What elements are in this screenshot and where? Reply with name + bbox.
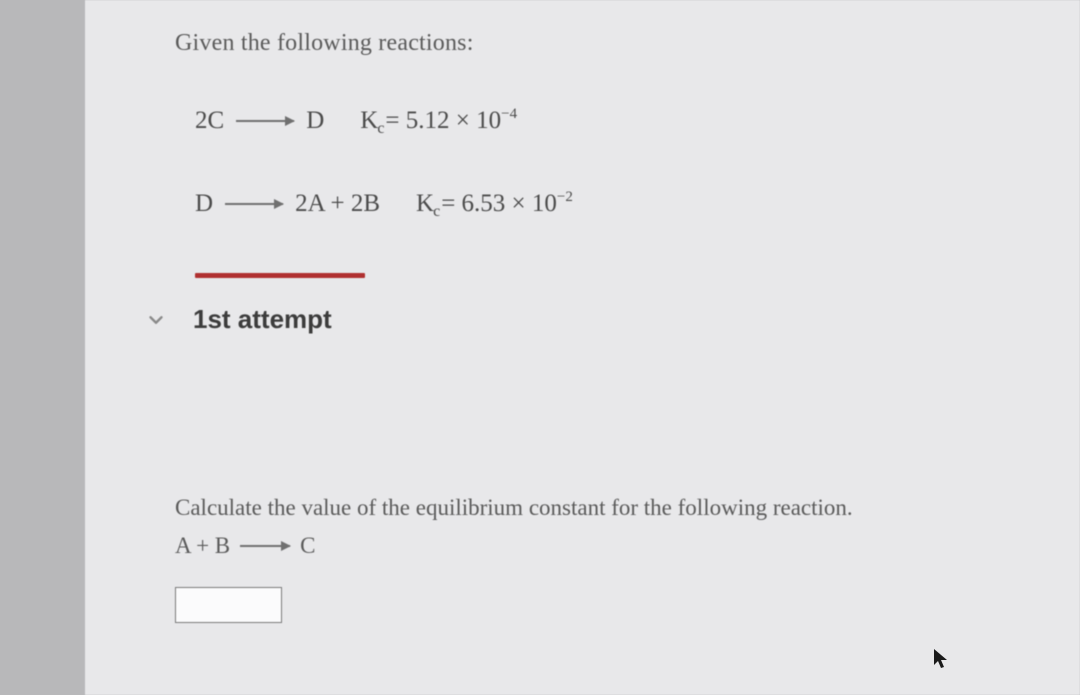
k-symbol: K bbox=[360, 107, 378, 135]
arrow-icon bbox=[236, 120, 294, 122]
target-left: A + B bbox=[175, 533, 230, 559]
section-divider bbox=[195, 273, 365, 278]
cursor-icon bbox=[932, 647, 950, 669]
kc-exponent: −4 bbox=[501, 106, 517, 123]
answer-input[interactable] bbox=[175, 587, 282, 623]
intro-text: Given the following reactions: bbox=[175, 30, 1040, 57]
k-subscript: c bbox=[433, 203, 440, 221]
reaction-2-kc: K c = 6.53 × 10 −2 bbox=[416, 190, 573, 218]
target-reaction: A + B C bbox=[175, 533, 1040, 559]
kc-exponent: −2 bbox=[557, 189, 573, 206]
reaction-2-left: D bbox=[195, 190, 213, 218]
question-card: Given the following reactions: 2C D K c … bbox=[85, 0, 1080, 695]
reaction-1: 2C D K c = 5.12 × 10 −4 bbox=[195, 107, 1040, 135]
reaction-1-right: D bbox=[306, 107, 324, 135]
target-right: C bbox=[300, 533, 315, 559]
attempt-row[interactable]: 1st attempt bbox=[145, 304, 1040, 335]
reaction-2: D 2A + 2B K c = 6.53 × 10 −2 bbox=[195, 190, 1040, 218]
reaction-1-kc: K c = 5.12 × 10 −4 bbox=[360, 107, 517, 135]
calc-prompt: Calculate the value of the equilibrium c… bbox=[175, 495, 1040, 521]
reaction-2-equation: D 2A + 2B bbox=[195, 190, 380, 218]
reaction-1-equation: 2C D bbox=[195, 107, 324, 135]
k-subscript: c bbox=[377, 120, 384, 138]
k-symbol: K bbox=[416, 190, 434, 218]
reaction-2-right: 2A + 2B bbox=[295, 190, 380, 218]
chevron-down-icon[interactable] bbox=[145, 309, 167, 331]
content: Given the following reactions: 2C D K c … bbox=[85, 0, 1080, 623]
arrow-icon bbox=[225, 203, 283, 205]
reaction-1-left: 2C bbox=[195, 107, 224, 135]
attempt-label: 1st attempt bbox=[193, 304, 332, 335]
kc-value: = 5.12 × 10 bbox=[385, 107, 501, 135]
kc-value: = 6.53 × 10 bbox=[441, 190, 557, 218]
arrow-icon bbox=[240, 545, 290, 547]
